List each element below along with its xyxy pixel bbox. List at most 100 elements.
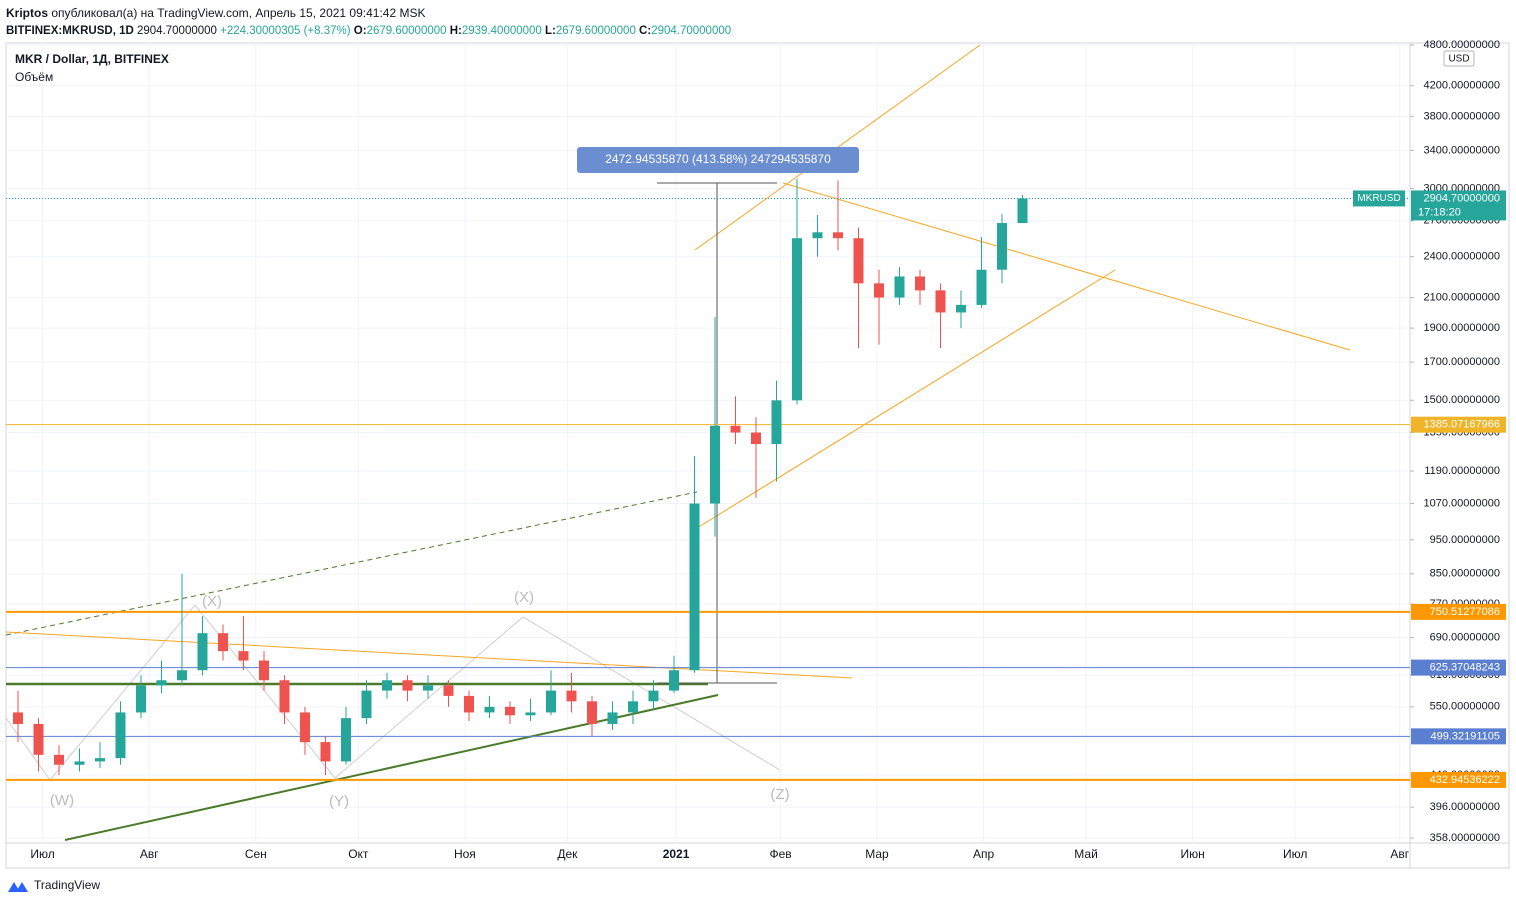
y-tick-label: 358.00000000	[1430, 832, 1500, 844]
candle-body	[33, 723, 44, 755]
candle-body	[751, 432, 761, 445]
ohlc-value: 2679.60000000	[366, 25, 447, 37]
wave-label: (Y)	[329, 793, 349, 810]
x-tick-label: Июл	[1283, 847, 1307, 861]
trend-orange	[5, 631, 853, 679]
x-tick-label: Дек	[557, 847, 578, 861]
level-label: 750.51277086	[1430, 606, 1500, 618]
candle-body	[136, 685, 146, 713]
x-tick-label: Июн	[1181, 847, 1205, 861]
y-tick-label: 690.00000000	[1430, 631, 1500, 643]
y-tick-label: 1500.00000000	[1424, 394, 1500, 406]
wave-lines	[5, 604, 781, 781]
x-tick-label: Сен	[245, 847, 267, 861]
ohlc-label: C:	[639, 25, 652, 37]
candle-body	[423, 685, 433, 691]
drawings	[5, 44, 1351, 841]
x-tick-label: Окт	[348, 847, 369, 861]
candle-body	[894, 276, 905, 298]
currency-box	[1443, 50, 1475, 67]
candle-body	[525, 712, 536, 716]
brand: TradingView	[34, 878, 100, 892]
header: Kriptos опубликовал(а) на TradingView.co…	[6, 4, 731, 40]
candle-body	[382, 680, 392, 691]
measure-label: 2472.94535870 (413.58%) 247294535870	[605, 152, 831, 166]
candle-body	[669, 670, 679, 691]
y-tick-label: 3800.00000000	[1424, 110, 1500, 122]
y-tick-label: 1900.00000000	[1424, 322, 1500, 334]
wave-label: (Z)	[770, 786, 789, 803]
candle-body	[812, 232, 823, 239]
level-tag	[1411, 416, 1506, 433]
logo	[8, 882, 28, 892]
candle-body	[402, 680, 413, 691]
candle-body	[54, 754, 64, 765]
y-tick-label: 4800.00000000	[1424, 39, 1500, 51]
candle-body	[218, 633, 228, 652]
candle-body	[566, 690, 577, 702]
trend-dashed	[5, 491, 698, 636]
level-label: 432.94536222	[1430, 774, 1500, 786]
y-tick-label: 2100.00000000	[1424, 291, 1500, 303]
candle-body	[689, 503, 700, 671]
candle-body	[464, 695, 474, 713]
frame	[5, 42, 1510, 869]
wave-label: (X)	[202, 593, 222, 610]
ohlc: O:2679.60000000 H:2939.40000000 L:2679.6…	[354, 25, 731, 37]
candle-body	[730, 425, 741, 433]
price-label: 2904.70000000	[1424, 192, 1500, 204]
y-tick-label: 950.00000000	[1430, 534, 1500, 546]
candle-body	[997, 223, 1007, 270]
candle-body	[1017, 198, 1028, 224]
candle-body	[628, 701, 638, 713]
x-tick-label: Авг	[1390, 847, 1409, 861]
ohlc-value: 2904.70000000	[651, 25, 732, 37]
last: 2904.70000000	[136, 25, 217, 37]
candle-body	[853, 238, 864, 284]
level-tag	[1411, 603, 1506, 620]
y-tick-label: 550.00000000	[1430, 701, 1500, 713]
wave-label: (W)	[50, 792, 74, 809]
symbol: BITFINEX:MKRUSD, 1D	[6, 25, 134, 37]
green-trend	[64, 694, 719, 841]
y-tick-label: 396.00000000	[1430, 801, 1500, 813]
y-tick-label: 1070.00000000	[1424, 497, 1500, 509]
y-tick-label: 1190.00000000	[1424, 465, 1500, 477]
author: Kriptos	[6, 6, 48, 20]
candle-body	[484, 706, 495, 713]
candle-body	[546, 690, 556, 713]
y-tick-label: 4200.00000000	[1424, 80, 1500, 92]
x-tick-label: Май	[1074, 847, 1098, 861]
ohlc-value: 2939.40000000	[461, 25, 542, 37]
channel-bottom	[696, 269, 1116, 529]
grid	[6, 43, 1410, 843]
publish-line: Kriptos опубликовал(а) на TradingView.co…	[6, 4, 731, 22]
candle-body	[238, 651, 249, 661]
chart-title: MKR / Dollar, 1Д, BITFINEX	[15, 52, 169, 66]
candle-body	[13, 712, 23, 724]
candle-body	[935, 290, 946, 313]
candle-body	[259, 660, 269, 681]
timer: 17:18:20	[1418, 206, 1461, 218]
candle-body	[833, 232, 843, 239]
x-tick-label: Ноя	[454, 847, 476, 861]
candle-body	[915, 276, 925, 291]
candle-body	[115, 712, 126, 759]
x-tick-label: 2021	[663, 847, 690, 861]
candle-body	[156, 680, 167, 686]
candle-body	[607, 712, 618, 724]
change: +224.30000305 (+8.37%)	[220, 25, 351, 37]
x-tick-label: Авг	[140, 847, 159, 861]
candle-body	[792, 238, 802, 401]
candle-body	[300, 712, 310, 743]
symbol-line: BITFINEX:MKRUSD, 1D 2904.70000000 +224.3…	[6, 22, 731, 40]
candle-body	[710, 425, 720, 504]
candle-body	[771, 400, 782, 445]
level-label: 1385.07167966	[1424, 419, 1500, 431]
wave-label: (X)	[514, 589, 534, 606]
x-tick-label: Июл	[30, 847, 54, 861]
resistance	[782, 182, 1351, 351]
candle-body	[874, 283, 884, 298]
